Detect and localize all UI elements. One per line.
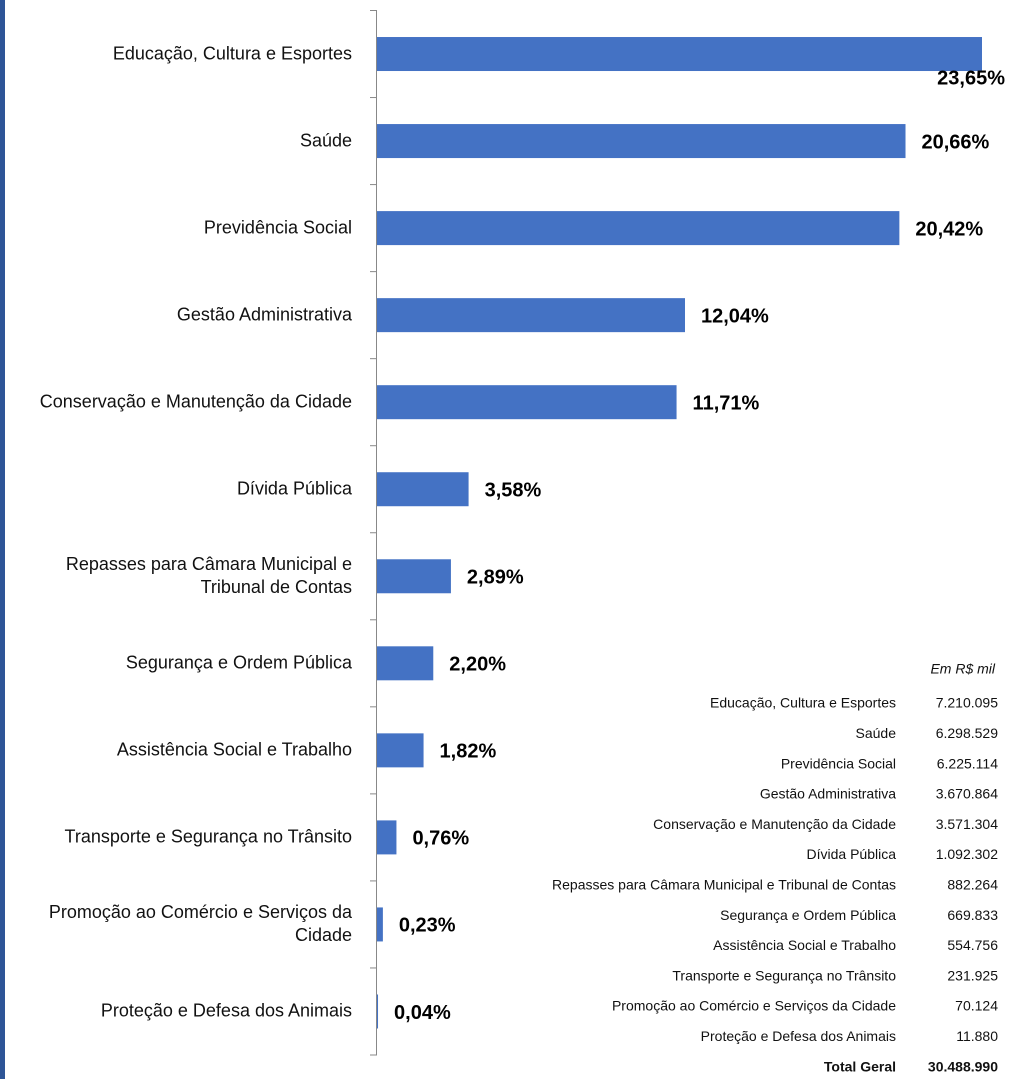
table-row-value: 6.298.529 (936, 725, 998, 741)
category-label: Saúde (299, 130, 352, 151)
category-label: Repasses para Câmara Municipal e Tribuna… (65, 554, 352, 598)
category-label: Conservação e Manutenção da Cidade (39, 391, 352, 412)
value-label: 20,66% (922, 131, 990, 153)
category-label: Proteção e Defesa dos Animais (100, 1000, 352, 1021)
bar (377, 211, 900, 246)
value-label: 0,76% (412, 828, 469, 850)
table-row-name: Previdência Social (781, 755, 896, 771)
value-label: 1,82% (440, 741, 497, 763)
table-row-name: Transporte e Segurança no Trânsito (672, 967, 896, 983)
value-label: 0,04% (394, 1002, 451, 1024)
bar (377, 37, 982, 72)
table-row-name: Conservação e Manutenção da Cidade (653, 816, 896, 832)
bar (377, 124, 906, 159)
category-label: Promoção ao Comércio e Serviços da Cidad… (48, 902, 352, 946)
table-row-name: Saúde (856, 725, 897, 741)
bar (377, 559, 451, 594)
table-row-value: 11.880 (956, 1028, 998, 1044)
category-label: Gestão Administrativa (176, 304, 352, 325)
table-row-value: 6.225.114 (937, 755, 998, 771)
category-label: Assistência Social e Trabalho (116, 739, 352, 760)
table-row-value: 882.264 (947, 877, 998, 893)
value-label: 11,71% (693, 392, 760, 414)
value-label: 0,23% (399, 915, 456, 937)
table-row-value: 3.571.304 (936, 816, 998, 832)
bar (377, 385, 677, 420)
category-label: Previdência Social (203, 217, 352, 238)
value-label: 2,20% (449, 654, 506, 676)
bar (377, 733, 424, 768)
bar (377, 472, 469, 507)
category-label: Transporte e Segurança no Trânsito (64, 826, 353, 847)
table-row-value: 70.124 (955, 998, 998, 1014)
bar (377, 646, 434, 681)
table-row-value: 669.833 (947, 907, 998, 923)
value-label: 23,65% (937, 67, 1005, 89)
table-total-name: Total Geral (824, 1059, 896, 1075)
table-total-value: 30.488.990 (928, 1059, 998, 1075)
bar (377, 907, 383, 942)
value-label: 3,58% (485, 480, 542, 502)
table-row-value: 231.925 (947, 967, 998, 983)
category-label: Educação, Cultura e Esportes (112, 43, 352, 64)
category-label: Segurança e Ordem Pública (125, 652, 352, 673)
left-border (0, 0, 5, 1079)
table-row-name: Segurança e Ordem Pública (720, 907, 896, 923)
table-row-name: Educação, Cultura e Esportes (710, 695, 896, 711)
table-row-name: Promoção ao Comércio e Serviços da Cidad… (612, 998, 896, 1014)
category-label: Dívida Pública (236, 478, 352, 499)
value-label: 20,42% (915, 218, 983, 240)
bar (377, 298, 685, 333)
value-label: 12,04% (701, 305, 769, 327)
table-row-name: Proteção e Defesa dos Animais (701, 1028, 896, 1044)
table-row-name: Gestão Administrativa (760, 786, 896, 802)
bar (377, 820, 397, 855)
table-note: Em R$ mil (930, 661, 995, 677)
table-row-name: Dívida Pública (807, 846, 897, 862)
table-row-value: 3.670.864 (936, 786, 998, 802)
table-row-value: 1.092.302 (936, 846, 998, 862)
table-row-name: Assistência Social e Trabalho (713, 937, 896, 953)
table-row-value: 7.210.095 (936, 695, 998, 711)
table-row-name: Repasses para Câmara Municipal e Tribuna… (552, 877, 896, 893)
bar (377, 994, 379, 1029)
value-label: 2,89% (467, 567, 524, 589)
table-row-value: 554.756 (947, 937, 998, 953)
